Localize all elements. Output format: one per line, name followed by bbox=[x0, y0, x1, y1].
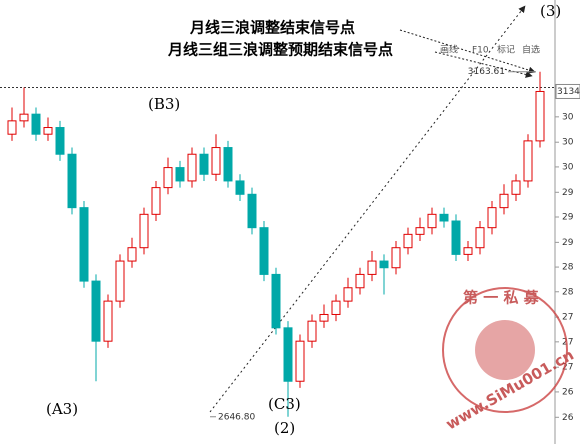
candle-body bbox=[43, 127, 53, 135]
candle-body bbox=[355, 273, 365, 289]
candle-body bbox=[259, 227, 269, 275]
candle-body bbox=[415, 227, 425, 235]
candle-body bbox=[7, 120, 17, 135]
price-tag-box bbox=[555, 83, 580, 99]
candle-body bbox=[343, 287, 353, 302]
watermark-text: 第 一 私 募 bbox=[463, 289, 540, 307]
candle-body bbox=[175, 167, 185, 182]
candle-body bbox=[463, 247, 473, 255]
candle-body bbox=[487, 207, 497, 229]
candle-body bbox=[451, 220, 461, 255]
candle-body bbox=[319, 313, 329, 322]
note-arrow bbox=[399, 29, 536, 74]
candle-body bbox=[199, 153, 209, 175]
candle-body bbox=[115, 260, 125, 302]
candle-body bbox=[127, 247, 137, 262]
wave-label: (A3) bbox=[46, 400, 78, 418]
y-tick-label: 27 bbox=[562, 313, 573, 323]
candle-body bbox=[391, 247, 401, 269]
price-tag: 3163.61 bbox=[468, 67, 505, 77]
watermark-logo bbox=[475, 320, 535, 380]
candle-body bbox=[511, 180, 521, 195]
candle-body bbox=[439, 213, 449, 222]
y-tick-label: 30 bbox=[562, 162, 574, 172]
y-tick-label: 26 bbox=[562, 387, 574, 397]
toolbar-item[interactable]: 自选 bbox=[522, 44, 540, 56]
candle-body bbox=[283, 327, 293, 382]
y-tick-label: 27 bbox=[562, 337, 573, 347]
candle-body bbox=[151, 187, 161, 215]
candle-body bbox=[211, 147, 221, 175]
y-tick-label: 28 bbox=[562, 287, 574, 297]
candle-body bbox=[367, 260, 377, 275]
toolbar-item[interactable]: F10 bbox=[472, 46, 489, 56]
watermark-ring bbox=[442, 287, 568, 413]
candle-body bbox=[295, 340, 305, 382]
candle-body bbox=[307, 320, 317, 342]
note: 月线三浪调整结束信号点 bbox=[189, 19, 355, 37]
y-tick-label: 26 bbox=[562, 413, 574, 423]
candle-body bbox=[475, 227, 485, 249]
y-tick-label: 29 bbox=[562, 238, 574, 248]
wave-label: (2) bbox=[274, 419, 295, 437]
y-tick-label: 30 bbox=[562, 138, 574, 148]
candle-body bbox=[187, 153, 197, 182]
candle-body bbox=[31, 113, 41, 135]
candle-body bbox=[103, 300, 113, 342]
toolbar-item[interactable]: 标记 bbox=[497, 44, 515, 56]
price-tag: 3134. bbox=[557, 87, 580, 97]
y-tick-label: 29 bbox=[562, 188, 574, 198]
candle-body bbox=[331, 300, 341, 315]
candle-body bbox=[163, 167, 173, 189]
candle-body bbox=[499, 193, 509, 209]
y-tick-label: 28 bbox=[562, 263, 574, 273]
candle-body bbox=[235, 180, 245, 195]
candle-body bbox=[67, 153, 77, 209]
candle-body bbox=[535, 90, 545, 142]
candle-body bbox=[223, 147, 233, 182]
y-tick-label: 29 bbox=[562, 212, 574, 222]
candle-body bbox=[19, 113, 29, 122]
candle-body bbox=[91, 280, 101, 342]
toolbar-item[interactable]: 画线 bbox=[440, 44, 458, 56]
watermark: 第 一 私 募 www.SiMu001.cn bbox=[442, 287, 577, 433]
note: 月线三组三浪调整预期结束信号点 bbox=[167, 41, 393, 59]
wave-label: (B3) bbox=[148, 95, 180, 113]
candle-body bbox=[55, 127, 65, 155]
y-tick-label: 27 bbox=[562, 363, 573, 373]
note-arrow bbox=[434, 51, 533, 78]
candle-body bbox=[427, 213, 437, 229]
candle-body bbox=[403, 233, 413, 249]
candle-body bbox=[271, 273, 281, 329]
trend-line bbox=[209, 5, 526, 413]
candle-body bbox=[379, 260, 389, 269]
candle-body bbox=[247, 193, 257, 229]
candle-body bbox=[79, 207, 89, 282]
candle-body bbox=[139, 213, 149, 249]
wave-label: (C3) bbox=[268, 395, 301, 413]
candle-body bbox=[523, 140, 533, 182]
wave-label: (3) bbox=[540, 2, 561, 20]
price-tag: 2646.80 bbox=[218, 412, 255, 422]
y-tick-label: 30 bbox=[562, 112, 574, 122]
